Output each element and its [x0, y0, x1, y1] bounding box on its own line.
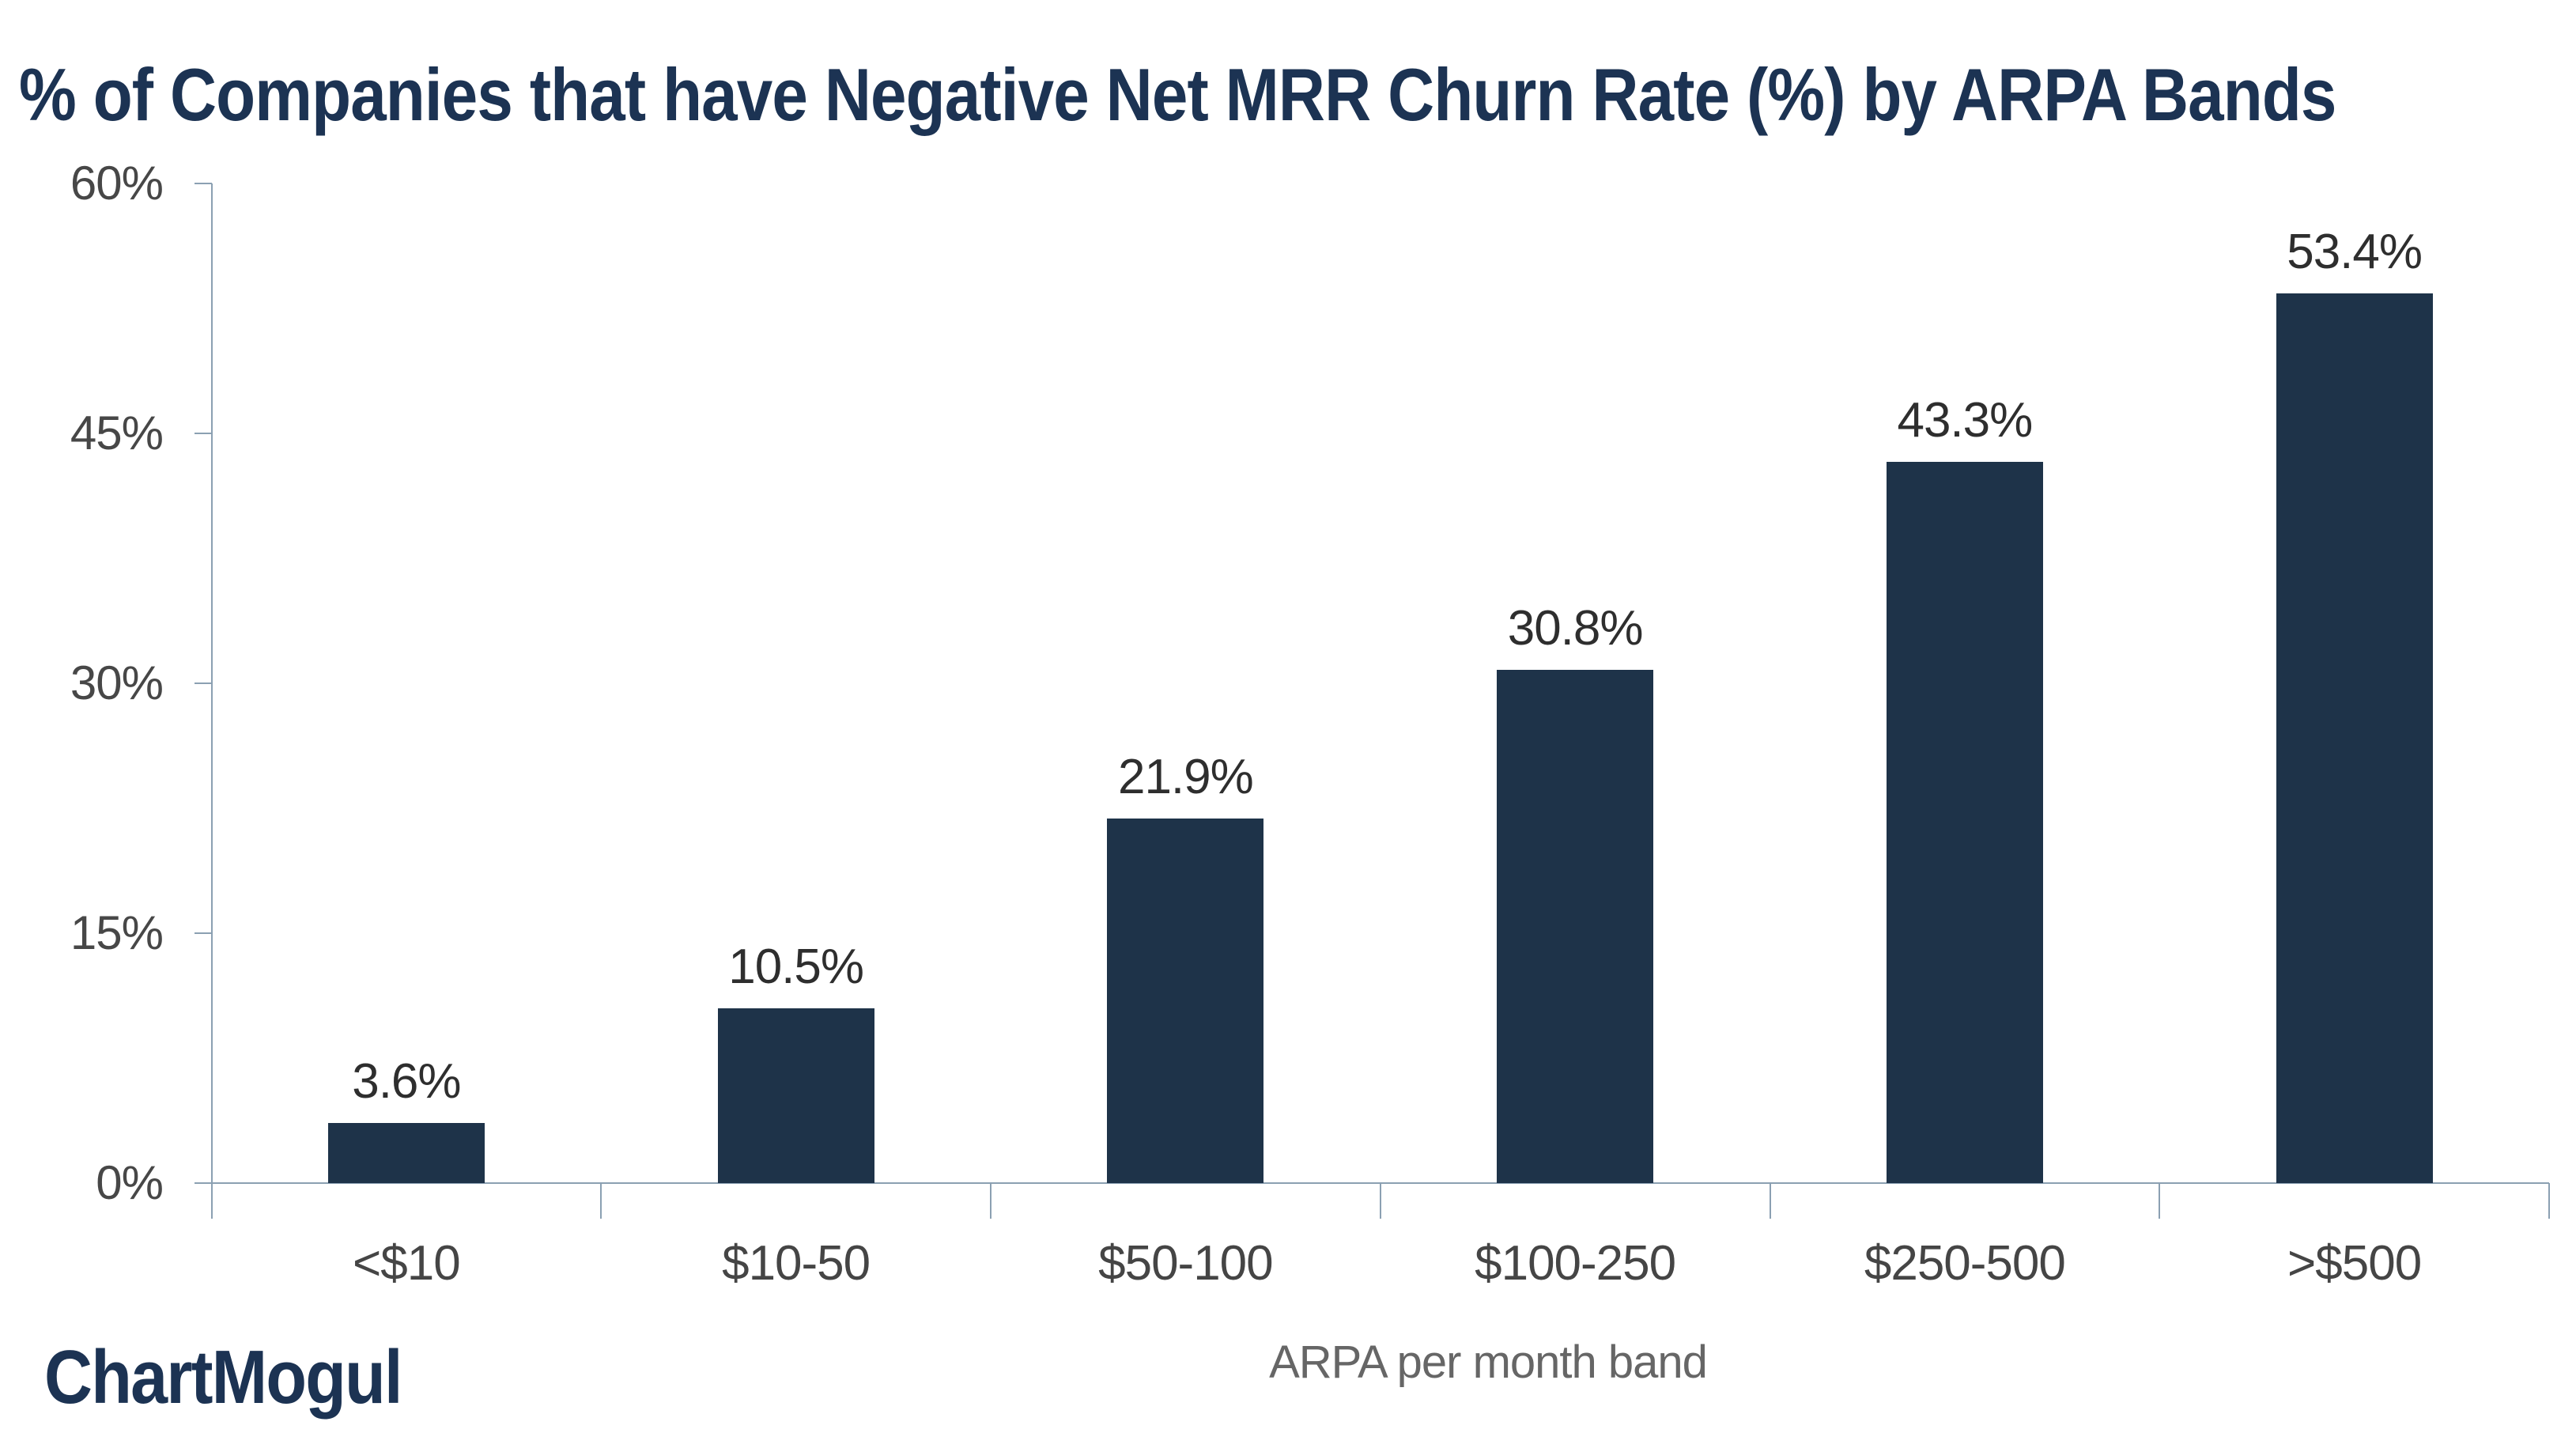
y-axis-tick-label: 15% — [70, 906, 164, 959]
category-label: $100-250 — [1475, 1236, 1676, 1291]
x-axis-tick — [2159, 1183, 2161, 1219]
category-label: $10-50 — [722, 1236, 871, 1291]
category-label: $250-500 — [1864, 1236, 2066, 1291]
x-axis-tick — [210, 1183, 213, 1219]
bar-value-label: 10.5% — [728, 939, 864, 994]
y-axis-tick — [194, 183, 212, 184]
y-axis-line — [210, 183, 213, 1219]
bar — [717, 1008, 874, 1183]
x-axis-tick — [990, 1183, 991, 1219]
bar — [1886, 461, 2043, 1183]
bar-value-label: 21.9% — [1117, 749, 1254, 804]
y-axis-tick-label: 60% — [70, 157, 164, 210]
bar — [2276, 293, 2433, 1183]
x-axis-title: ARPA per month band — [1269, 1337, 1708, 1388]
bar-value-label: 30.8% — [1507, 601, 1644, 656]
bar-value-label: 43.3% — [1897, 392, 2033, 448]
category-label: >$500 — [2287, 1236, 2422, 1291]
y-axis-tick-label: 30% — [70, 656, 164, 709]
x-axis-tick — [600, 1183, 602, 1219]
y-axis-tick — [194, 682, 212, 684]
bar — [1497, 670, 1654, 1183]
bar — [1107, 818, 1264, 1183]
chart-title: % of Companies that have Negative Net MR… — [19, 52, 2336, 136]
bar — [327, 1123, 485, 1183]
bar-value-label: 3.6% — [352, 1054, 461, 1110]
y-axis-tick-label: 0% — [96, 1156, 164, 1209]
y-axis-tick-label: 45% — [70, 406, 164, 459]
x-axis-line — [194, 1182, 2549, 1184]
x-axis-tick — [1769, 1183, 1771, 1219]
x-axis-tick — [2548, 1183, 2550, 1219]
category-label: $50-100 — [1098, 1236, 1274, 1291]
x-axis-tick — [1379, 1183, 1381, 1219]
y-axis-tick — [194, 433, 212, 434]
y-axis-tick — [194, 932, 212, 934]
chartmogul-logo: ChartMogul — [44, 1335, 402, 1420]
category-label: <$10 — [353, 1236, 461, 1291]
bar-value-label: 53.4% — [2287, 225, 2423, 280]
